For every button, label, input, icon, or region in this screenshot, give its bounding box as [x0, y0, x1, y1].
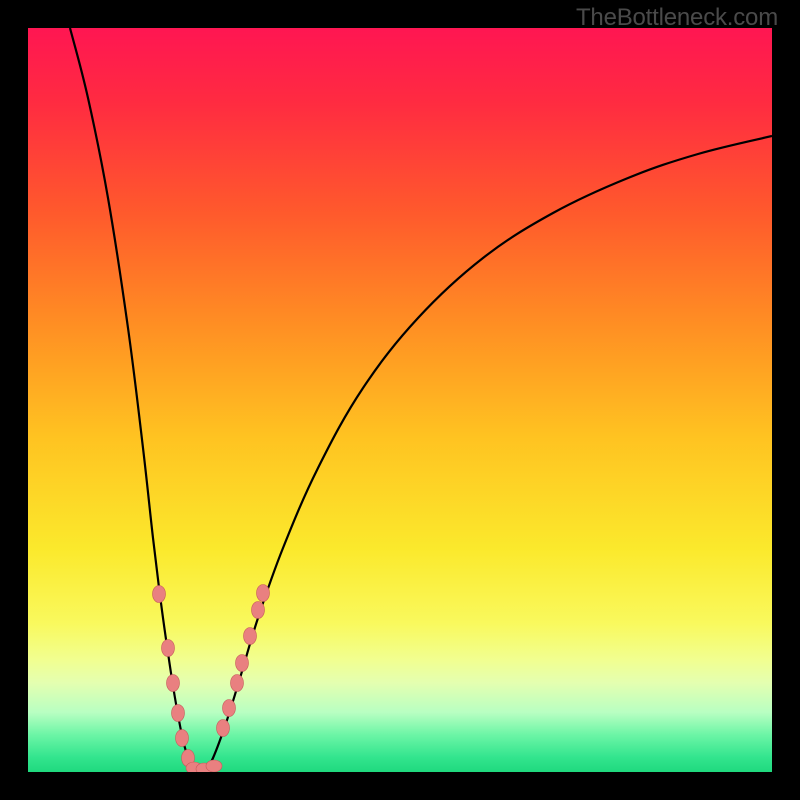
- plot-area: [28, 28, 772, 772]
- data-marker: [206, 760, 222, 772]
- data-marker: [167, 675, 180, 692]
- data-marker: [252, 602, 265, 619]
- data-marker: [217, 720, 230, 737]
- data-marker: [231, 675, 244, 692]
- data-marker: [176, 730, 189, 747]
- data-marker: [244, 628, 257, 645]
- data-marker: [153, 586, 166, 603]
- curve-layer: [28, 28, 772, 772]
- data-marker: [236, 655, 249, 672]
- data-marker: [223, 700, 236, 717]
- chart-frame: TheBottleneck.com: [0, 0, 800, 800]
- curve-right: [200, 136, 772, 772]
- data-marker: [162, 640, 175, 657]
- data-marker: [257, 585, 270, 602]
- curve-left: [70, 28, 200, 772]
- data-marker: [172, 705, 185, 722]
